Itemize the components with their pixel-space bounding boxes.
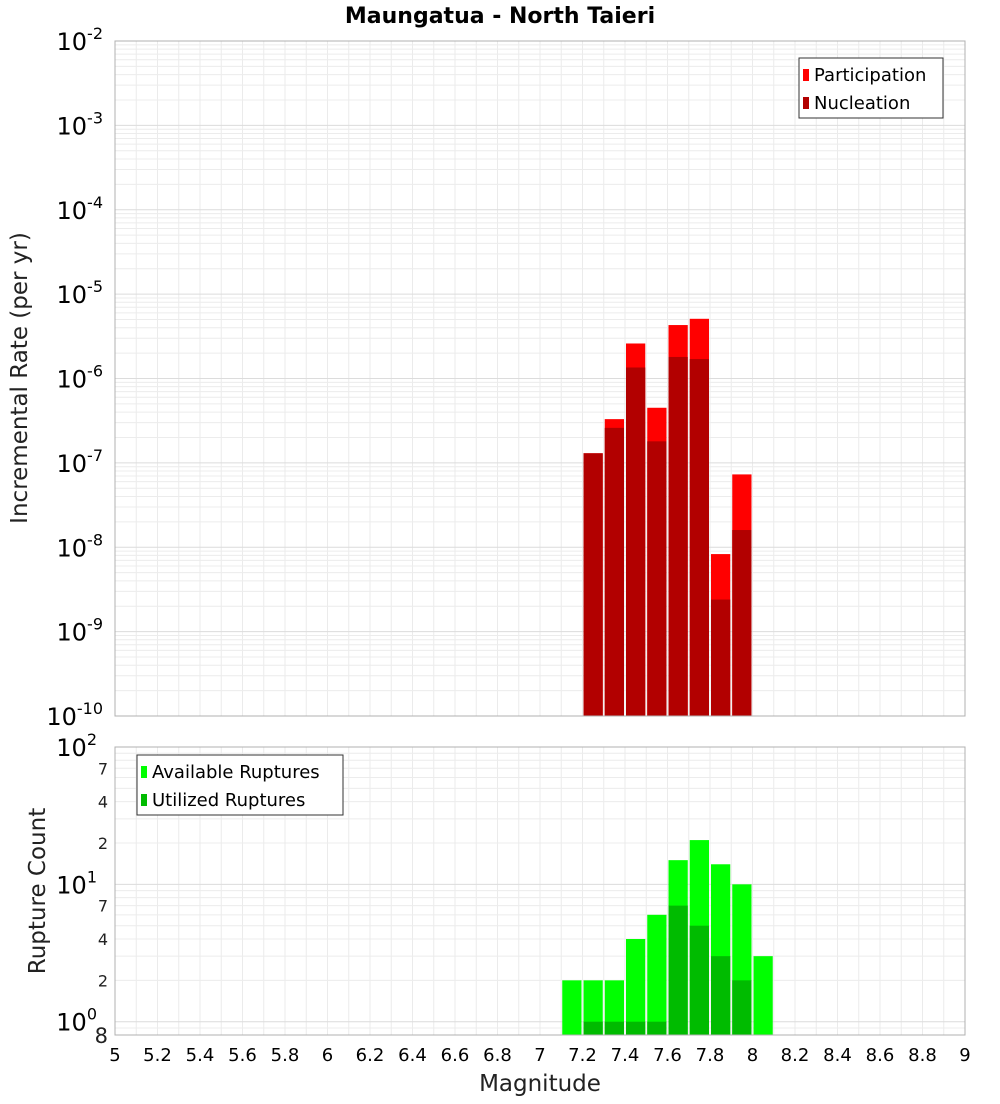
legend-swatch [141, 794, 147, 806]
legend-swatch [803, 97, 809, 109]
x-tick-label: 6.2 [356, 1045, 385, 1066]
top-panel-frame [114, 40, 966, 717]
top-legend: Participation Nucleation [798, 57, 944, 119]
y-tick-label: 7 [98, 759, 108, 778]
x-tick-label: 5.2 [143, 1045, 172, 1066]
y-power-label: 102 [56, 730, 97, 762]
legend-label: Available Ruptures [152, 762, 320, 783]
y-tick-label: 10-5 [57, 277, 104, 309]
available-ruptures-bar [604, 980, 624, 1035]
x-tick-label: 7.4 [611, 1045, 640, 1066]
x-tick-label: 8.2 [781, 1045, 810, 1066]
nucleation-bar [583, 453, 603, 716]
utilized-ruptures-bar [626, 1021, 646, 1035]
y-tick-label: 10-6 [57, 362, 104, 394]
x-tick-label: 5.6 [228, 1045, 257, 1066]
x-tick-label: 7.6 [653, 1045, 682, 1066]
y-tick-label: 10-4 [57, 193, 104, 225]
utilized-ruptures-bar [604, 1021, 624, 1035]
nucleation-bar [604, 427, 624, 716]
nucleation-bar [626, 367, 646, 716]
x-tick-label: 7 [534, 1045, 545, 1066]
utilized-ruptures-bar [668, 905, 688, 1035]
x-tick-label: 6.6 [441, 1045, 470, 1066]
y-tick-label: 4 [98, 793, 108, 812]
nucleation-bar [647, 441, 667, 716]
bottom-legend-box [136, 754, 344, 816]
y-tick-label: 10-2 [57, 24, 104, 56]
x-tick-label: 9 [959, 1045, 970, 1066]
y-power-label: 100 [56, 1005, 97, 1037]
y-tick-label: 10-3 [57, 108, 104, 140]
chart-title: Maungatua - North Taieri [345, 4, 655, 29]
x-tick-labels: 5 5.2 5.4 5.6 5.8 6 6.2 6.4 6.6 6.8 7 7.2 7.4 7.6 7.8 8… [109, 1045, 970, 1066]
available-ruptures-bar [562, 980, 582, 1035]
utilized-ruptures-series [583, 905, 752, 1035]
nucleation-bar [711, 599, 731, 716]
y-tick-label: 10-8 [57, 530, 104, 562]
x-tick-label: 5.4 [186, 1045, 215, 1066]
y-tick-label: 4 [98, 930, 108, 949]
legend-label: Utilized Ruptures [152, 790, 305, 811]
y-tick-label: 10-9 [57, 615, 104, 647]
utilized-ruptures-bar [732, 980, 752, 1035]
x-tick-label: 6.8 [483, 1045, 512, 1066]
nucleation-series [583, 356, 752, 716]
x-tick-label: 6.4 [398, 1045, 427, 1066]
bottom-y-axis-label: Rupture Count [25, 808, 51, 974]
legend-label: Nucleation [814, 93, 910, 114]
available-ruptures-bar [753, 956, 773, 1035]
x-axis-label: Magnitude [479, 1071, 601, 1097]
y-tick-label: 8 [95, 1024, 108, 1048]
nucleation-bar [668, 356, 688, 716]
utilized-ruptures-bar [711, 956, 731, 1035]
available-ruptures-bar [647, 914, 667, 1035]
y-tick-label: 10-10 [46, 699, 103, 731]
y-tick-label: 2 [98, 834, 108, 853]
x-tick-label: 5 [109, 1045, 120, 1066]
legend-swatch [141, 766, 147, 778]
x-tick-label: 7.8 [696, 1045, 725, 1066]
nucleation-bar [732, 530, 752, 716]
available-ruptures-bar [583, 980, 603, 1035]
x-tick-label: 7.2 [568, 1045, 597, 1066]
x-tick-label: 8 [747, 1045, 758, 1066]
legend-swatch [803, 69, 809, 81]
utilized-ruptures-bar [647, 1021, 667, 1035]
y-tick-label: 10-7 [57, 446, 104, 478]
top-legend-box [798, 57, 944, 119]
x-tick-label: 8.8 [908, 1045, 937, 1066]
top-y-tick-labels: 10-10 10-9 10-8 10-7 10-6 10-5 10-4 10-3 10-2 [46, 24, 103, 731]
nucleation-bar [689, 359, 709, 716]
utilized-ruptures-bar [583, 1021, 603, 1035]
bottom-y-tick-labels: 8 2 4 7 2 4 7 100 101 102 [56, 730, 108, 1048]
utilized-ruptures-bar [689, 925, 709, 1035]
bottom-legend: Available Ruptures Utilized Ruptures [136, 754, 344, 816]
x-tick-label: 6 [322, 1045, 333, 1066]
y-tick-label: 7 [98, 897, 108, 916]
x-tick-label: 8.4 [823, 1045, 852, 1066]
x-tick-label: 5.8 [271, 1045, 300, 1066]
top-panel-grid [114, 40, 966, 717]
top-y-axis-label: Incremental Rate (per yr) [7, 232, 33, 524]
y-power-label: 101 [56, 867, 97, 899]
bottom-panel-frame [114, 746, 966, 1036]
y-tick-label: 2 [98, 971, 108, 990]
available-ruptures-bar [626, 939, 646, 1035]
x-tick-label: 8.6 [866, 1045, 895, 1066]
legend-label: Participation [814, 65, 926, 86]
